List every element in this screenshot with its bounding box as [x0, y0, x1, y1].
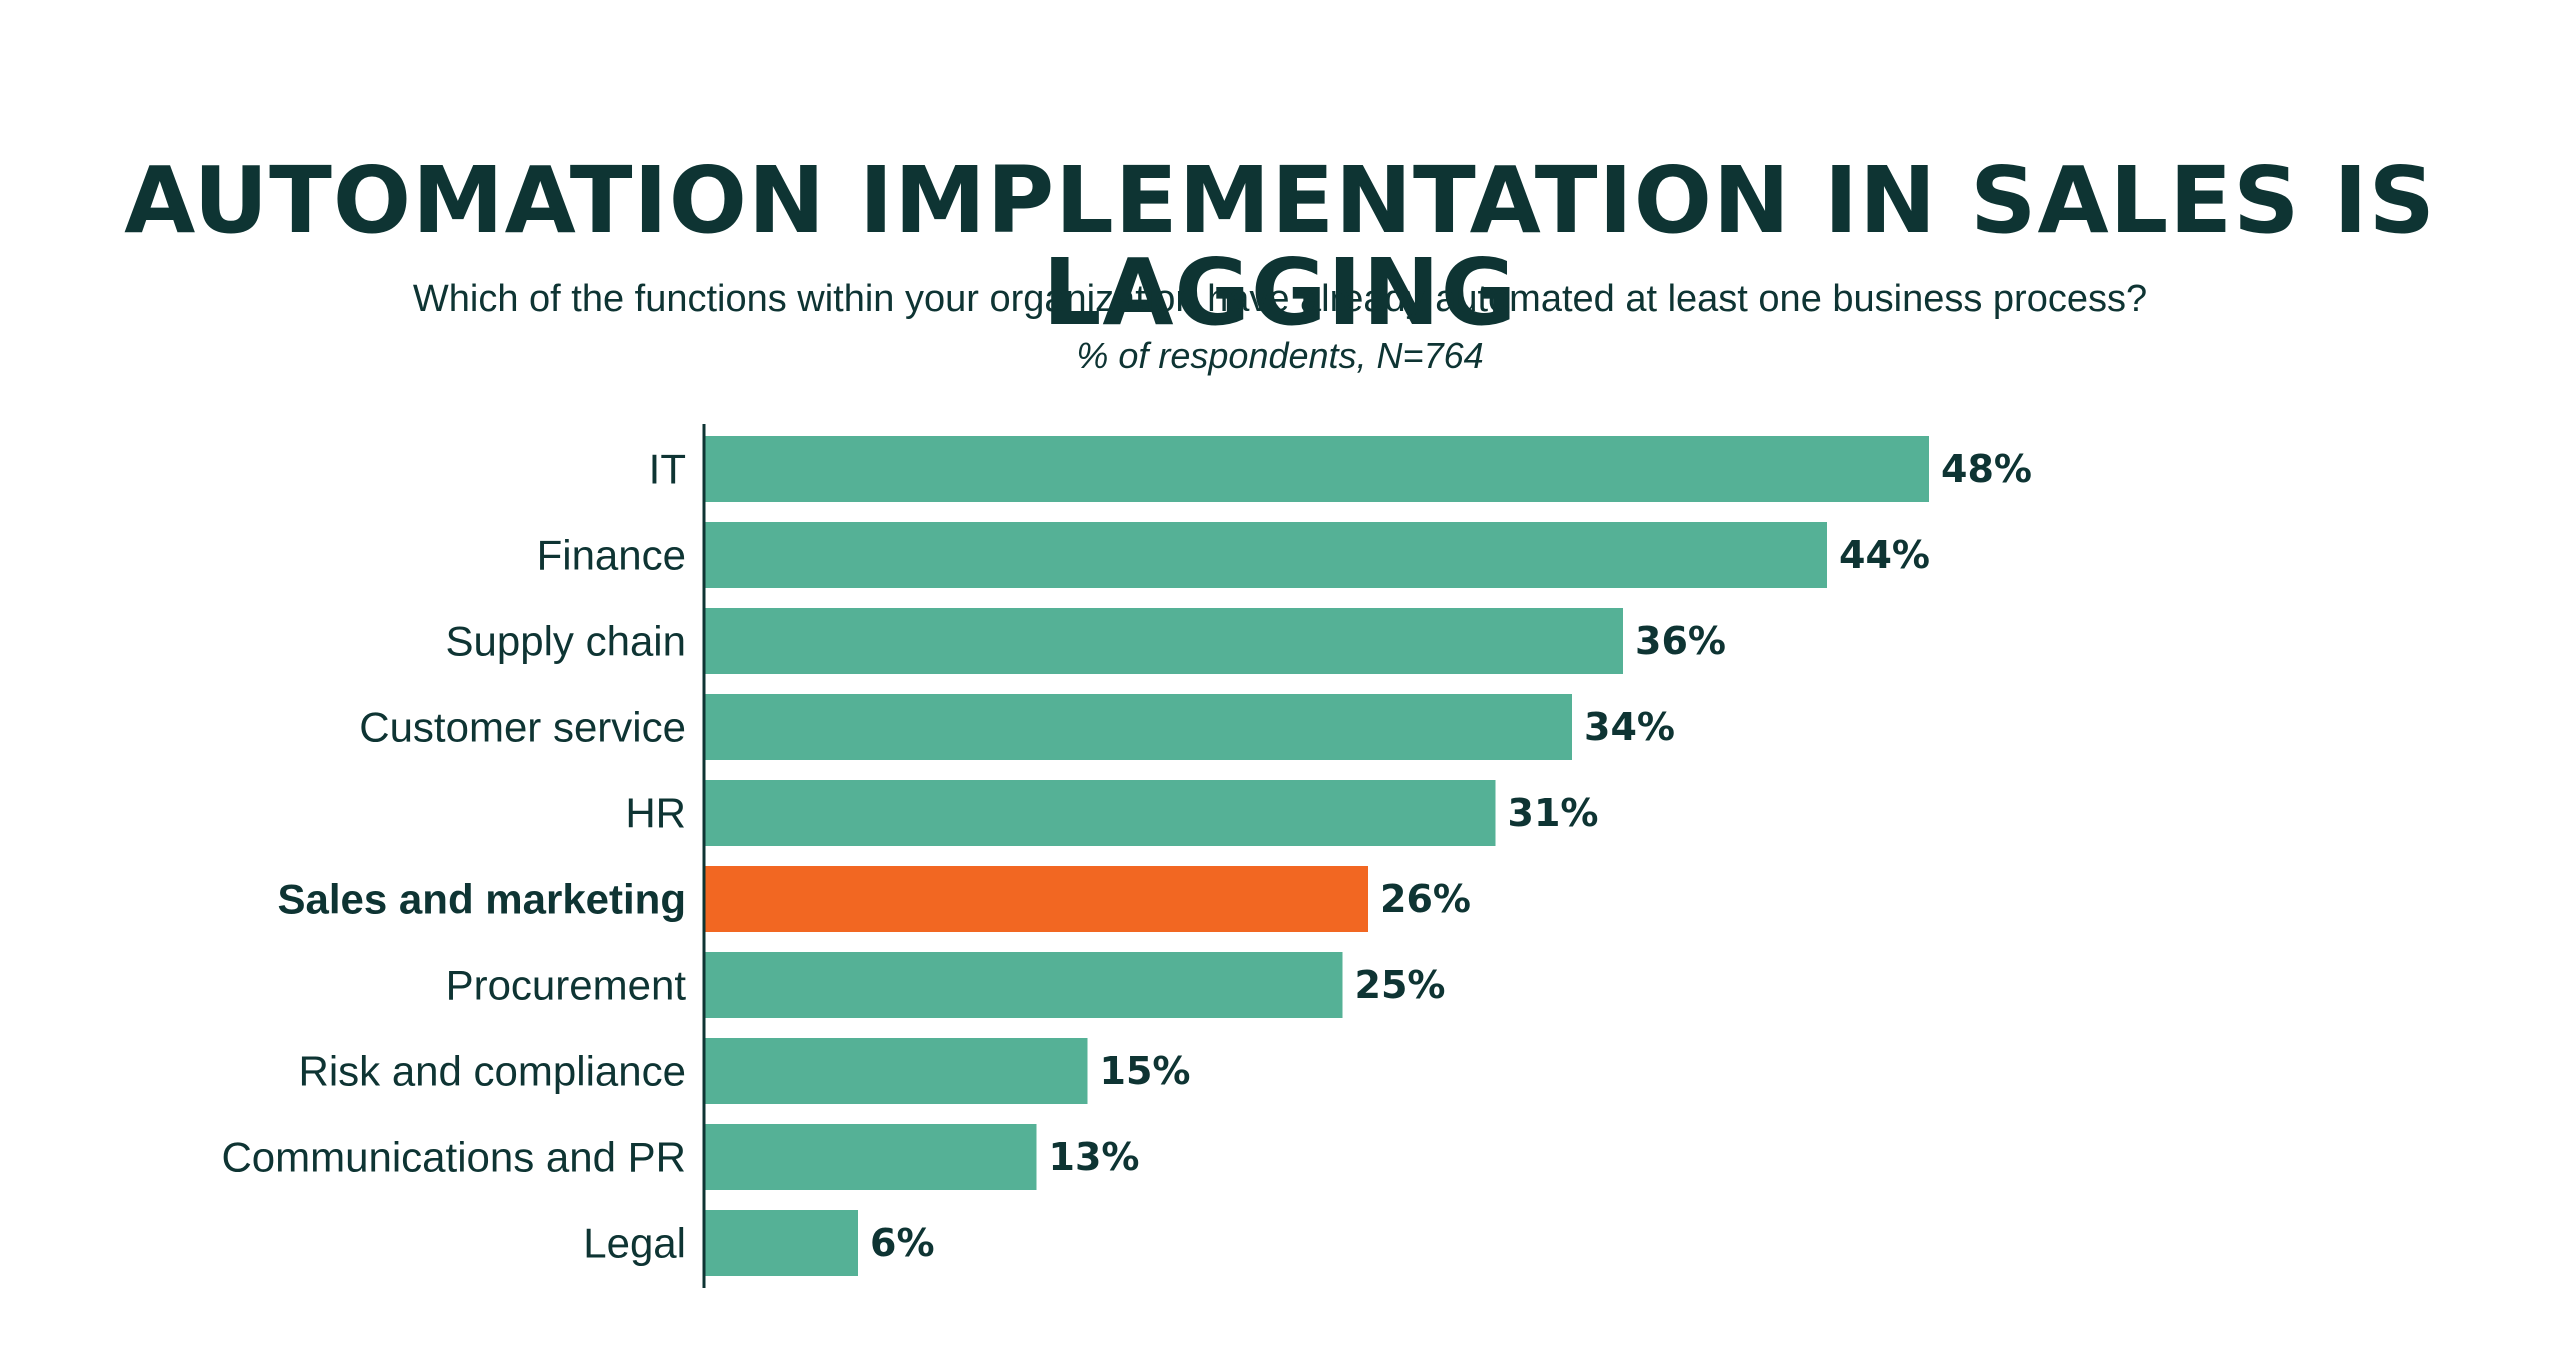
value-label-customer-service: 34% — [1584, 705, 1675, 749]
chart-note: % of respondents, N=764 — [1076, 335, 1484, 376]
value-label-sales-and-marketing: 26% — [1380, 877, 1471, 921]
chart-title: AUTOMATION IMPLEMENTATION IN SALES IS LA… — [124, 147, 2436, 346]
bar-communications-and-pr — [705, 1124, 1037, 1190]
value-label-procurement: 25% — [1355, 963, 1446, 1007]
category-label-legal: Legal — [583, 1220, 686, 1267]
category-label-procurement: Procurement — [446, 962, 687, 1009]
bar-hr — [705, 780, 1496, 846]
category-label-finance: Finance — [537, 532, 686, 579]
bar-supply-chain — [705, 608, 1623, 674]
category-label-risk-and-compliance: Risk and compliance — [298, 1048, 686, 1095]
category-label-sales-and-marketing: Sales and marketing — [278, 876, 687, 923]
bar-finance — [705, 522, 1827, 588]
category-label-customer-service: Customer service — [359, 704, 686, 751]
category-label-supply-chain: Supply chain — [446, 618, 687, 665]
bar-customer-service — [705, 694, 1572, 760]
value-label-risk-and-compliance: 15% — [1100, 1049, 1191, 1093]
category-label-communications-and-pr: Communications and PR — [221, 1134, 686, 1181]
value-label-supply-chain: 36% — [1635, 619, 1726, 663]
value-label-it: 48% — [1941, 447, 2032, 491]
bar-it — [705, 436, 1929, 502]
category-label-hr: HR — [625, 790, 686, 837]
bar-sales-and-marketing — [705, 866, 1368, 932]
bar-procurement — [705, 952, 1343, 1018]
category-label-it: IT — [649, 446, 686, 493]
bar-legal — [705, 1210, 858, 1276]
value-label-communications-and-pr: 13% — [1049, 1135, 1140, 1179]
value-label-finance: 44% — [1839, 533, 1930, 577]
bar-risk-and-compliance — [705, 1038, 1088, 1104]
value-label-hr: 31% — [1508, 791, 1599, 835]
value-label-legal: 6% — [870, 1221, 935, 1265]
chart-subtitle: Which of the functions within your organ… — [412, 278, 2148, 320]
